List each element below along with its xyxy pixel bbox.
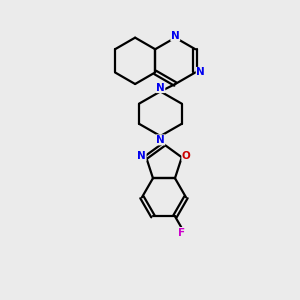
Text: O: O <box>182 151 190 161</box>
Text: F: F <box>178 227 185 238</box>
Text: N: N <box>171 31 180 41</box>
Text: N: N <box>156 82 165 93</box>
Text: N: N <box>156 135 165 145</box>
Text: N: N <box>137 151 146 161</box>
Text: N: N <box>196 68 205 77</box>
